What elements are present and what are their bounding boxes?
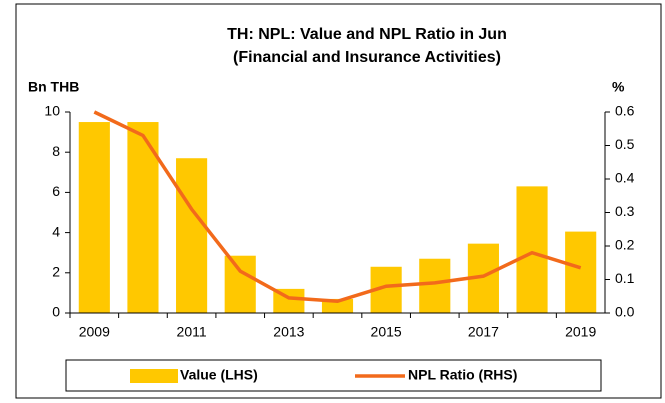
y2-tick-label: 0.4 <box>615 170 635 186</box>
x-tick-label: 2011 <box>177 324 207 340</box>
x-tick-label: 2019 <box>565 324 596 340</box>
bar <box>516 186 548 313</box>
x-tick-label: 2017 <box>468 324 499 340</box>
y2-tick-label: 0.1 <box>615 270 635 286</box>
y-tick-label: 0 <box>52 304 60 320</box>
bar <box>224 255 256 313</box>
y-axis-label: Bn THB <box>28 79 79 95</box>
x-tick-label: 2009 <box>79 324 110 340</box>
chart-subtitle: (Financial and Insurance Activities) <box>233 49 501 66</box>
legend-label: Value (LHS) <box>180 367 258 383</box>
bar <box>565 231 597 313</box>
y-tick-label: 8 <box>52 143 60 159</box>
legend-swatch <box>130 369 178 383</box>
legend-label: NPL Ratio (RHS) <box>408 367 517 383</box>
y-tick-label: 6 <box>52 183 60 199</box>
y2-tick-label: 0.3 <box>615 203 635 219</box>
x-tick-label: 2015 <box>371 324 402 340</box>
chart-title: TH: NPL: Value and NPL Ratio in Jun <box>227 26 507 43</box>
bar <box>78 122 110 313</box>
bar <box>419 258 451 313</box>
x-tick-label: 2013 <box>273 324 304 340</box>
bar <box>176 158 208 313</box>
chart-frame <box>15 3 662 399</box>
y2-tick-label: 0.0 <box>615 304 635 320</box>
y-tick-label: 2 <box>52 264 60 280</box>
y2-tick-label: 0.6 <box>615 103 635 119</box>
y2-tick-label: 0.5 <box>615 136 635 152</box>
y-tick-label: 4 <box>52 223 60 239</box>
y-tick-label: 10 <box>44 103 60 119</box>
line-series <box>93 110 582 304</box>
y2-axis-label: % <box>612 79 625 95</box>
y2-tick-label: 0.2 <box>615 237 635 253</box>
